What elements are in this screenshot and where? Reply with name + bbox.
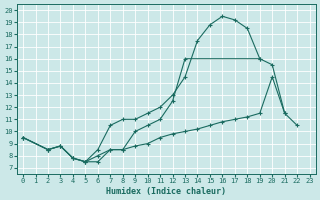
X-axis label: Humidex (Indice chaleur): Humidex (Indice chaleur) [106, 187, 226, 196]
